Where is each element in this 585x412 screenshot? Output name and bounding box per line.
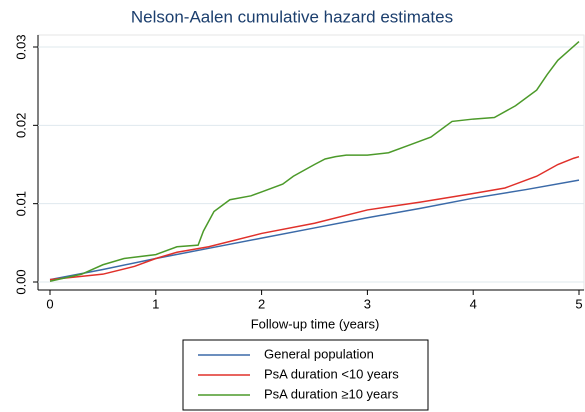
y-tick-label: 0.03: [13, 34, 28, 59]
y-tick-label: 0.00: [13, 269, 28, 294]
series-line: [49, 179, 580, 281]
x-tick-label: 0: [46, 296, 53, 311]
series-line: [49, 40, 580, 282]
x-tick-label: 1: [152, 296, 159, 311]
x-tick-label: 2: [258, 296, 265, 311]
series-line: [49, 155, 580, 281]
x-tick-label: 3: [364, 296, 371, 311]
chart-title: Nelson-Aalen cumulative hazard estimates: [131, 7, 453, 26]
plot-area: [37, 34, 585, 291]
y-tick-label: 0.02: [13, 113, 28, 138]
y-tick-label: 0.01: [13, 191, 28, 216]
legend-label: General population: [264, 346, 374, 361]
x-axis-label: Follow-up time (years): [251, 316, 380, 331]
legend-label: PsA duration <10 years: [264, 366, 399, 381]
legend-label: PsA duration ≥10 years: [264, 386, 399, 401]
x-tick-label: 5: [575, 296, 582, 311]
x-tick-label: 4: [470, 296, 477, 311]
